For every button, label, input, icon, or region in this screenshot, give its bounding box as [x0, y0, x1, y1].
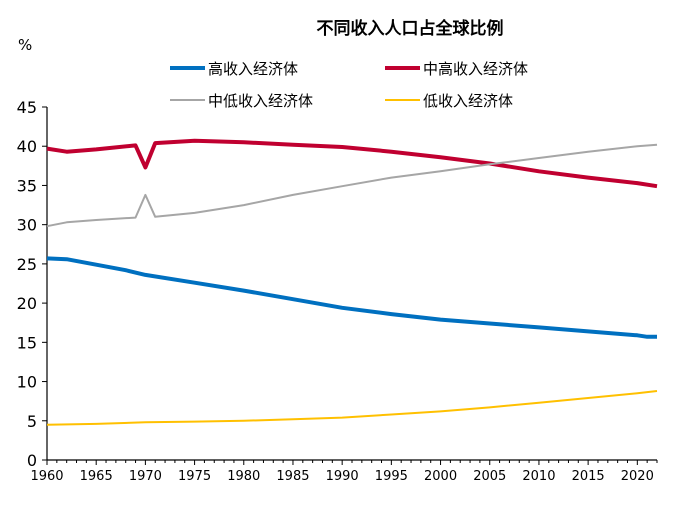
y-tick-label: 15: [17, 333, 37, 352]
x-tick-label: 1990: [326, 469, 359, 484]
y-tick-label: 25: [17, 255, 37, 274]
x-tick-label: 2005: [473, 469, 506, 484]
y-axis-label: %: [18, 36, 32, 54]
series-line-1: [46, 256, 657, 339]
legend-label-4: 低收入经济体: [423, 92, 513, 110]
x-tick-label: 2000: [424, 469, 457, 484]
x-tick-label: 1975: [178, 469, 211, 484]
y-tick-label: 40: [17, 137, 37, 156]
x-tick-label: 1965: [80, 469, 113, 484]
x-tick-label: 1960: [30, 469, 63, 484]
legend-label-1: 高收入经济体: [208, 60, 298, 78]
y-tick-label: 35: [17, 176, 37, 195]
y-tick-label: 10: [17, 373, 37, 392]
series-line-3: [46, 143, 658, 228]
y-tick-label: 45: [17, 98, 37, 117]
x-tick-label: 1970: [129, 469, 162, 484]
y-tick-label: 20: [17, 294, 37, 313]
x-tick-label: 2020: [621, 469, 654, 484]
series-lines: [46, 138, 658, 426]
series-line-2: [46, 138, 658, 189]
x-tick-label: 1995: [375, 469, 408, 484]
y-tick-label: 0: [27, 451, 37, 470]
series-line-4: [46, 390, 658, 426]
axes: 0 5 10 15 20 25 30 35 40 45 1960 1965 1970 1975 1980 19…: [17, 98, 658, 484]
legend-label-2: 中高收入经济体: [423, 60, 528, 78]
y-tick-label: 30: [17, 216, 37, 235]
x-tick-label: 2015: [572, 469, 605, 484]
legend-label-3: 中低收入经济体: [208, 92, 313, 110]
x-tick-label: 1985: [276, 469, 309, 484]
x-tick-label: 2010: [522, 469, 555, 484]
chart-title: 不同收入人口占全球比例: [317, 18, 504, 39]
x-tick-label: 1980: [227, 469, 260, 484]
y-tick-label: 5: [27, 412, 37, 431]
